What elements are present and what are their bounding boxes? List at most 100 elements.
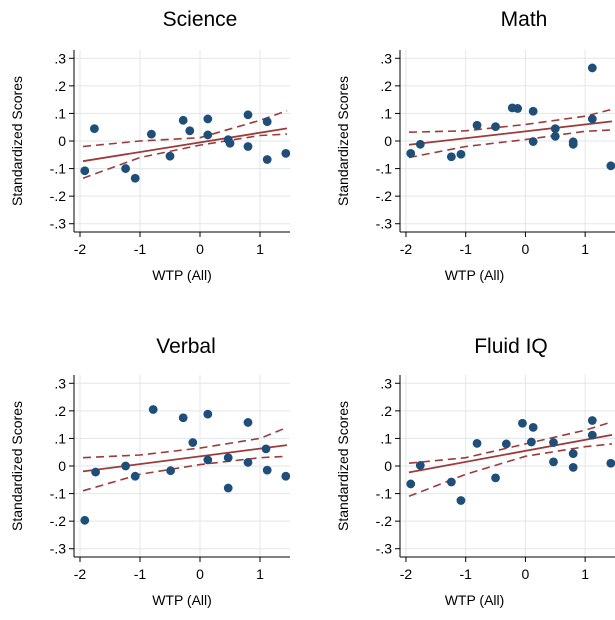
y-tick-label: .1 xyxy=(380,430,392,446)
x-tick-label: -2 xyxy=(74,566,87,582)
data-point xyxy=(243,458,253,467)
y-tick-label: .3 xyxy=(54,375,66,391)
x-axis-title: WTP (All) xyxy=(445,267,505,283)
data-point xyxy=(185,126,195,136)
fit-line xyxy=(408,120,613,146)
x-tick-label: -1 xyxy=(134,566,147,582)
x-tick-label: -2 xyxy=(400,566,413,582)
plot-area xyxy=(406,416,615,505)
panel-title: Science xyxy=(163,8,238,31)
x-tick-label: 0 xyxy=(522,241,530,257)
data-point xyxy=(91,467,100,477)
y-tick-label: 0 xyxy=(58,133,66,149)
y-tick-label: .3 xyxy=(380,375,392,391)
panel-science: .3 .2 .1 0 -.1 -.2 -.3 -2 -1 0 1 Science WTP (All) St… xyxy=(9,8,290,283)
data-point xyxy=(281,149,290,158)
x-axis-title: WTP (All) xyxy=(152,267,212,283)
y-tick-label: -.1 xyxy=(50,486,67,502)
data-point xyxy=(148,405,158,414)
data-point xyxy=(550,124,560,133)
x-axis-title: WTP (All) xyxy=(152,592,212,608)
data-point xyxy=(568,462,578,472)
data-point xyxy=(147,129,156,139)
data-point xyxy=(178,115,188,125)
x-tick-label: -2 xyxy=(400,241,413,257)
data-point xyxy=(528,422,538,432)
fit-line xyxy=(408,433,613,474)
y-tick-label: .3 xyxy=(54,50,66,66)
data-point xyxy=(528,137,538,146)
y-tick-label: .2 xyxy=(54,403,66,419)
x-tick-label: 0 xyxy=(196,566,204,582)
panel-title: Verbal xyxy=(156,335,216,358)
y-tick-label: 0 xyxy=(58,458,66,474)
ci-upper-line xyxy=(82,426,288,459)
y-tick-label: -.1 xyxy=(376,161,393,177)
plot-area xyxy=(406,63,615,171)
x-tick-label: 1 xyxy=(581,241,589,257)
data-point xyxy=(223,483,233,493)
y-tick-label: 0 xyxy=(384,458,392,474)
ci-upper-line xyxy=(408,108,613,133)
data-point xyxy=(243,142,253,151)
panel-fluid-iq: .3 .2 .1 0 -.1 -.2 -.3 -2 -1 0 1 Fluid IQ WTP (All) S… xyxy=(335,335,615,608)
y-tick-label: -.2 xyxy=(376,513,393,529)
data-point xyxy=(491,473,500,483)
data-point xyxy=(203,130,213,140)
data-point xyxy=(568,449,578,458)
data-point xyxy=(188,438,198,447)
data-point xyxy=(90,124,99,133)
data-point xyxy=(513,104,523,113)
data-point xyxy=(501,439,511,449)
data-point xyxy=(472,120,482,130)
data-point xyxy=(549,438,558,447)
x-tick-label: 1 xyxy=(256,566,264,582)
y-tick-label: -.2 xyxy=(376,188,393,204)
data-point xyxy=(587,416,597,425)
x-tick-label: 0 xyxy=(196,241,204,257)
data-point xyxy=(262,155,272,164)
ci-upper-line xyxy=(82,109,288,148)
panel-title: Math xyxy=(501,8,548,31)
y-tick-label: -.3 xyxy=(376,541,393,557)
y-tick-label: -.3 xyxy=(50,216,67,232)
data-point xyxy=(415,461,425,470)
y-tick-label: -.1 xyxy=(50,161,67,177)
y-tick-label: -.2 xyxy=(50,188,67,204)
y-tick-label: -.1 xyxy=(376,486,393,502)
y-tick-label: .2 xyxy=(380,403,392,419)
ci-lower-line xyxy=(82,455,288,492)
data-point xyxy=(178,413,188,423)
y-axis-title: Standardized Scores xyxy=(9,401,25,531)
data-point xyxy=(472,438,482,448)
data-point xyxy=(587,114,597,124)
data-point xyxy=(225,138,235,148)
y-axis-title: Standardized Scores xyxy=(335,76,351,206)
panel-math: .3 .2 .1 0 -.1 -.2 -.3 -2 -1 0 1 Math WTP (All) Stand… xyxy=(335,8,615,283)
data-point xyxy=(121,461,130,471)
x-tick-label: 1 xyxy=(581,566,589,582)
y-tick-label: .2 xyxy=(54,78,66,94)
data-point xyxy=(406,479,416,489)
data-point xyxy=(262,117,272,127)
data-point xyxy=(203,114,213,124)
data-point xyxy=(203,409,213,419)
x-tick-label: -1 xyxy=(459,566,472,582)
x-tick-label: -1 xyxy=(459,241,472,257)
data-point xyxy=(243,110,253,120)
data-point xyxy=(528,106,538,116)
data-point xyxy=(456,496,466,505)
data-point xyxy=(606,161,615,171)
data-point xyxy=(121,164,130,173)
y-tick-label: .1 xyxy=(54,430,66,446)
y-tick-label: -.3 xyxy=(50,541,67,557)
ci-lower-line xyxy=(408,443,613,498)
y-tick-label: -.3 xyxy=(376,216,393,232)
data-point xyxy=(526,437,536,447)
data-point xyxy=(130,471,140,481)
x-axis-title: WTP (All) xyxy=(445,592,505,608)
x-tick-label: -2 xyxy=(74,241,87,257)
data-point xyxy=(281,471,290,481)
data-point xyxy=(261,444,271,454)
panel-title: Fluid IQ xyxy=(474,335,548,358)
